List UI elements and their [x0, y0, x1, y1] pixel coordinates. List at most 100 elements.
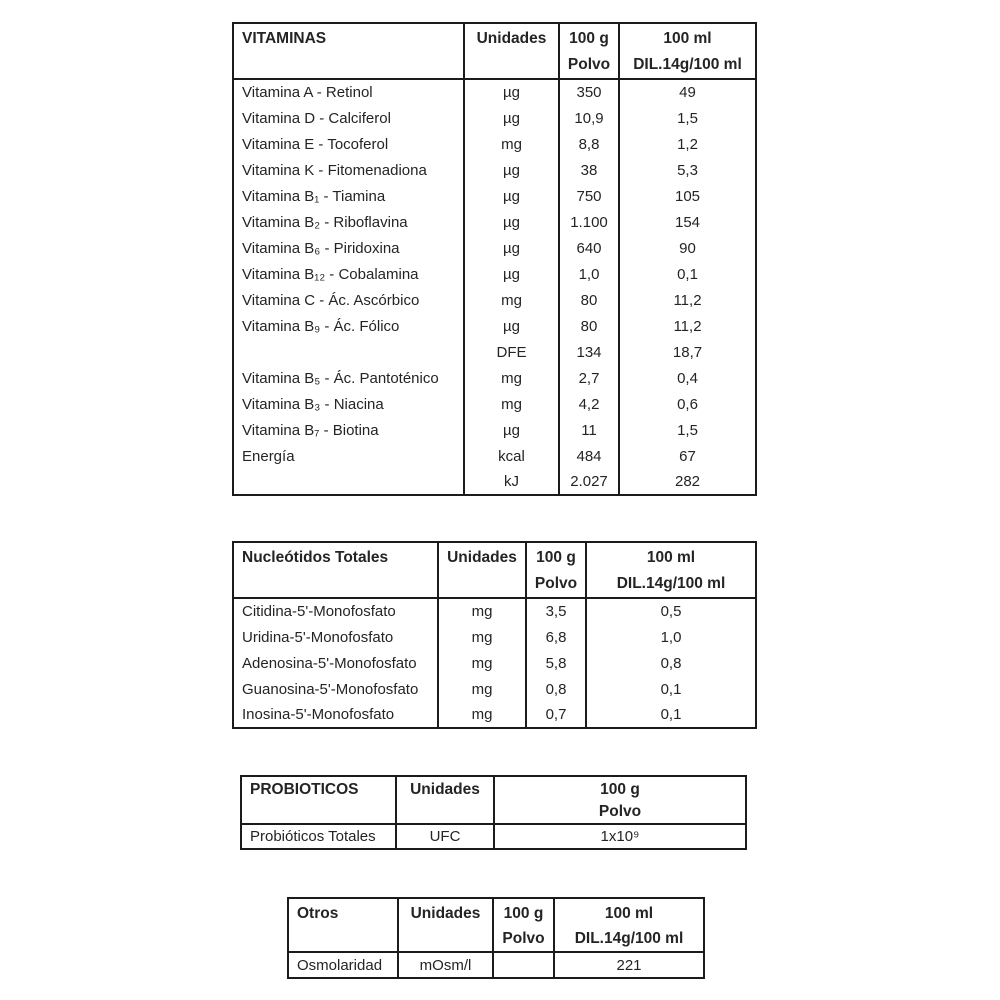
per-100ml-cell: 105: [674, 187, 701, 205]
units-column-header: Unidades: [438, 542, 527, 599]
nutrient-name-cell: Inosina-5'-Monofosfato: [233, 702, 439, 728]
per-100ml-column-header: 100 ml DIL.14g/100 ml: [586, 542, 756, 599]
per-100ml-cell: 11,2: [673, 317, 702, 335]
per-100g-cell: 640: [559, 235, 620, 261]
per-100g-cell: 5,8: [526, 650, 587, 676]
per-100ml-cell: 11,2: [673, 291, 702, 309]
per-100ml-cell: 1,0: [660, 628, 682, 646]
per-100g-cell: 1x10⁹: [600, 828, 640, 845]
unit-cell: mg: [464, 131, 560, 157]
per-100g-cell: 1,0: [559, 261, 620, 287]
nutrient-name-cell: Citidina-5'-Monofosfato: [233, 598, 439, 624]
per-100g-column-header: 100 g Polvo: [526, 542, 587, 599]
nutrient-name-cell: Osmolaridad: [288, 952, 399, 978]
nutrient-name-cell: Vitamina K - Fitomenadiona: [233, 157, 465, 183]
per-100g-cell: 6,8: [526, 624, 587, 650]
unit-cell: µg: [464, 157, 560, 183]
per-100g-cell: 3,5: [526, 598, 587, 624]
nucleotides-table: Nucleótidos Totales Unidades 100 g Polvo …: [232, 541, 757, 729]
per-100ml-column-header: 100 ml DIL.14g/100 ml: [554, 898, 704, 953]
unit-cell: kcal: [464, 443, 560, 469]
unit-cell: µg: [464, 183, 560, 209]
per-100g-cell: 2,7: [559, 365, 620, 391]
nutrient-name-cell: Adenosina-5'-Monofosfato: [233, 650, 439, 676]
probiotics-title: PROBIOTICOS: [250, 781, 359, 798]
table-row: Uridina-5'-Monofosfato mg 6,8 1,0: [233, 624, 756, 650]
nutrient-name-cell: Guanosina-5'-Monofosfato: [233, 676, 439, 702]
nutrient-name-cell: Vitamina B₆ - Piridoxina: [233, 235, 465, 261]
per-100g-cell: 750: [559, 183, 620, 209]
per-100ml-cell: 0,6: [677, 395, 698, 413]
per-100ml-cell: 0,1: [660, 680, 682, 698]
probiotics-title-cell: PROBIOTICOS: [241, 776, 397, 825]
per-100g-cell: 350: [559, 79, 620, 105]
per-100ml-cell: 221: [616, 956, 642, 974]
vitamins-header-row: VITAMINAS Unidades 100 g Polvo 100 ml DIL.…: [233, 23, 756, 80]
table-row: Vitamina D - Calciferol µg 10,9 1,5: [233, 105, 756, 131]
nutrient-name-cell: Vitamina B₇ - Biotina: [233, 417, 465, 443]
per-100ml-cell: 1,5: [677, 109, 698, 127]
per-100g-cell: 2.027: [559, 469, 620, 495]
unit-cell: kJ: [464, 469, 560, 495]
unit-cell: mg: [438, 624, 527, 650]
per-100ml-cell: 0,8: [660, 654, 682, 672]
table-row: Vitamina B₉ - Ác. Fólico µg 80 11,2: [233, 313, 756, 339]
table-row: Vitamina B₁ - Tiamina µg 750 105: [233, 183, 756, 209]
unit-cell: UFC: [396, 824, 495, 849]
table-row: Energía kcal 484 67: [233, 443, 756, 469]
units-column-header: Unidades: [464, 23, 560, 80]
table-row: Vitamina B₁₂ - Cobalamina µg 1,0 0,1: [233, 261, 756, 287]
unit-cell: µg: [464, 313, 560, 339]
per-100g-cell: 1.100: [559, 209, 620, 235]
per-100g-cell: 4,2: [559, 391, 620, 417]
table-row: Vitamina B₅ - Ác. Pantoténico mg 2,7 0,4: [233, 365, 756, 391]
unit-cell: mg: [464, 287, 560, 313]
per-100ml-cell: 1,2: [677, 135, 698, 153]
table-row: Inosina-5'-Monofosfato mg 0,7 0,1: [233, 702, 756, 728]
table-row: Vitamina B₇ - Biotina µg 11 1,5: [233, 417, 756, 443]
nutrient-name-cell: Vitamina B₅ - Ác. Pantoténico: [233, 365, 465, 391]
nutrient-name-cell: Vitamina B₁ - Tiamina: [233, 183, 465, 209]
table-row: DFE 134 18,7: [233, 339, 756, 365]
per-100g-cell: 11: [559, 417, 620, 443]
per-100ml-cell: 154: [674, 213, 701, 231]
unit-cell: DFE: [464, 339, 560, 365]
nutrient-name-cell: Vitamina B₃ - Niacina: [233, 391, 465, 417]
per-100g-cell: 80: [559, 313, 620, 339]
table-row: Probióticos Totales UFC 1x10⁹: [241, 824, 746, 849]
per-100ml-cell: 49: [679, 84, 696, 101]
unit-cell: mg: [464, 365, 560, 391]
nutrient-name-cell: Vitamina B₂ - Riboflavina: [233, 209, 465, 235]
per-100ml-cell: 90: [679, 239, 696, 257]
table-row: Guanosina-5'-Monofosfato mg 0,8 0,1: [233, 676, 756, 702]
table-row: Adenosina-5'-Monofosfato mg 5,8 0,8: [233, 650, 756, 676]
per-100ml-cell: 0,1: [660, 706, 682, 723]
table-row: Vitamina C - Ác. Ascórbico mg 80 11,2: [233, 287, 756, 313]
others-title: Otros: [297, 905, 339, 922]
nutrient-name-cell: Vitamina D - Calciferol: [233, 105, 465, 131]
per-100g-cell: 134: [559, 339, 620, 365]
per-100g-column-header: 100 g Polvo: [493, 898, 555, 953]
table-row: Vitamina B₃ - Niacina mg 4,2 0,6: [233, 391, 756, 417]
probiotics-table: PROBIOTICOS Unidades 100 g Polvo Probióti…: [240, 775, 747, 850]
unit-cell: µg: [464, 209, 560, 235]
table-row: Vitamina K - Fitomenadiona µg 38 5,3: [233, 157, 756, 183]
nutrient-name-cell: Vitamina B₁₂ - Cobalamina: [233, 261, 465, 287]
nutrient-name-cell: Vitamina B₉ - Ác. Fólico: [233, 313, 465, 339]
nutrient-name-cell: Probióticos Totales: [241, 824, 397, 849]
per-100ml-cell: 1,5: [677, 421, 698, 439]
unit-cell: µg: [464, 79, 560, 105]
nucleotides-header-row: Nucleótidos Totales Unidades 100 g Polvo …: [233, 542, 756, 599]
nutrient-name-cell: Vitamina A - Retinol: [233, 79, 465, 105]
per-100g-cell: 8,8: [559, 131, 620, 157]
per-100g-cell: 484: [559, 443, 620, 469]
vitamins-title: VITAMINAS: [242, 30, 327, 47]
per-100g-column-header: 100 g Polvo: [494, 776, 746, 825]
table-row: Vitamina B₂ - Riboflavina µg 1.100 154: [233, 209, 756, 235]
units-column-header: Unidades: [396, 776, 495, 825]
per-100ml-cell: 282: [674, 473, 701, 490]
unit-cell: mg: [438, 598, 527, 624]
table-row: Vitamina B₆ - Piridoxina µg 640 90: [233, 235, 756, 261]
per-100ml-cell: 67: [679, 447, 696, 465]
